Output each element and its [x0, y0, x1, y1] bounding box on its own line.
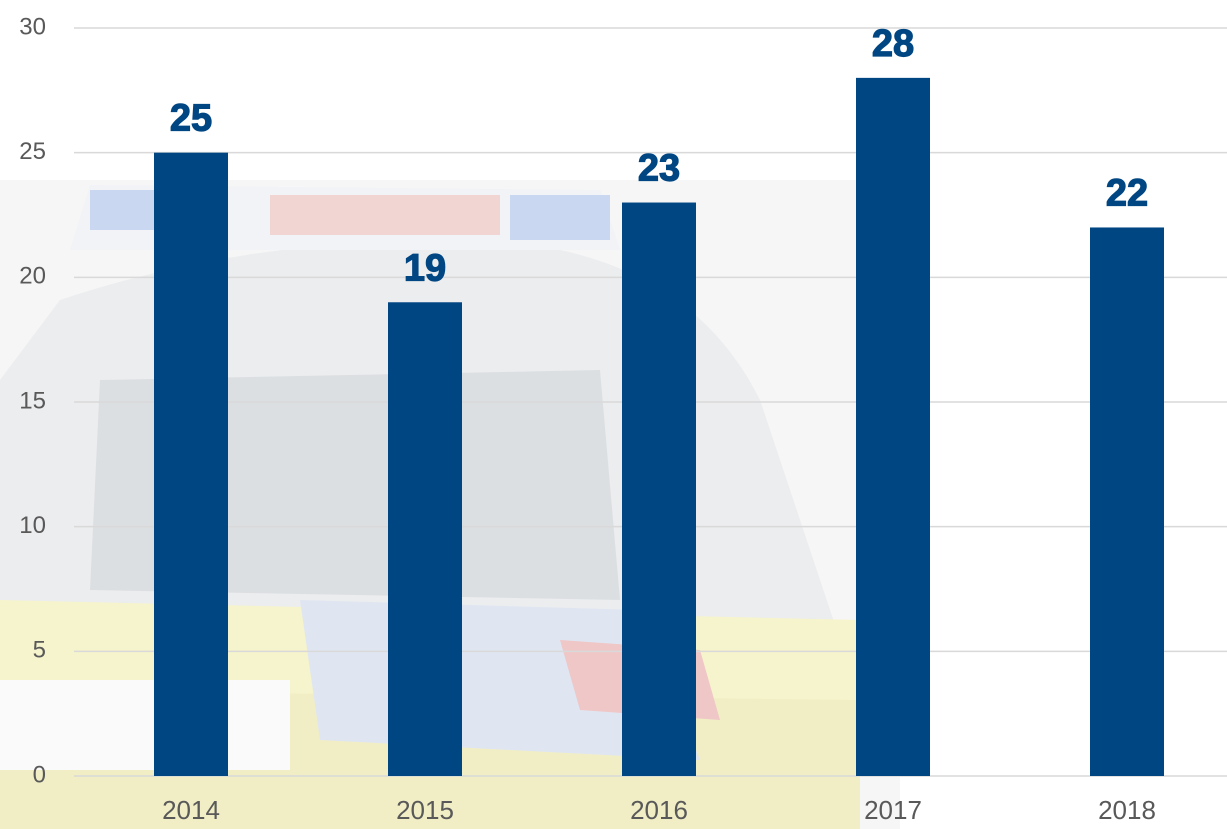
y-tick-label: 20	[19, 263, 46, 290]
bar	[154, 153, 228, 776]
y-tick-label: 0	[33, 761, 46, 788]
y-tick-label: 25	[19, 138, 46, 165]
x-tick-label: 2016	[630, 795, 688, 825]
value-label: 22	[1106, 172, 1148, 214]
y-tick-label: 10	[19, 512, 46, 539]
y-tick-label: 15	[19, 387, 46, 414]
value-label: 25	[170, 98, 212, 140]
value-label: 23	[638, 148, 680, 190]
x-tick-label: 2014	[162, 795, 220, 825]
bar	[388, 302, 462, 776]
x-tick-label: 2015	[396, 795, 454, 825]
y-tick-label: 5	[33, 637, 46, 664]
chart: 0 5 10 15 20 25 30 2014 25 2015 19 2016 23 2017 28 2018…	[0, 0, 1227, 829]
bar	[622, 203, 696, 776]
value-label: 19	[404, 247, 446, 289]
x-tick-label: 2017	[864, 795, 922, 825]
x-tick-label: 2018	[1098, 795, 1156, 825]
value-label: 28	[872, 23, 914, 65]
y-tick-label: 30	[19, 13, 46, 40]
bar	[1090, 227, 1164, 776]
bar	[856, 78, 930, 776]
